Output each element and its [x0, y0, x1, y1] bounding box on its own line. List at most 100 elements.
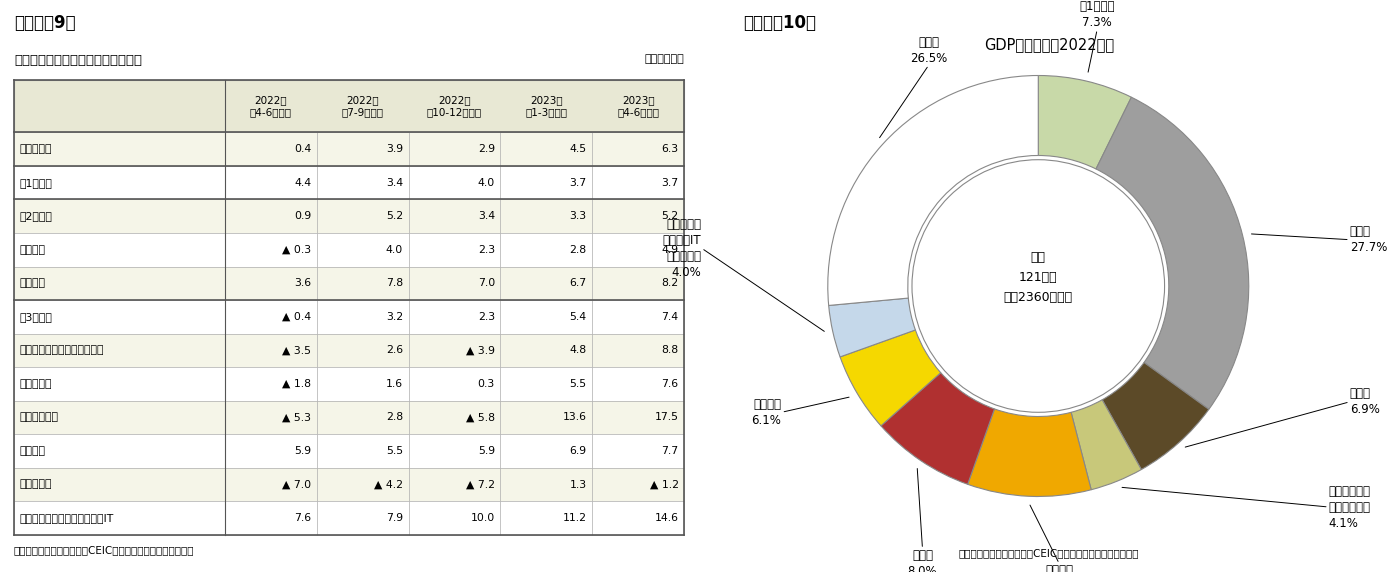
Wedge shape: [1096, 97, 1249, 410]
FancyBboxPatch shape: [408, 400, 500, 434]
Text: 製造業
27.7%: 製造業 27.7%: [1350, 225, 1388, 254]
FancyBboxPatch shape: [500, 367, 592, 400]
FancyBboxPatch shape: [500, 333, 592, 367]
Text: 4.4: 4.4: [294, 178, 311, 188]
Text: 5.9: 5.9: [294, 446, 311, 456]
Text: 7.9: 7.9: [386, 513, 403, 523]
FancyBboxPatch shape: [408, 166, 500, 200]
Wedge shape: [1071, 400, 1142, 490]
Text: 1.6: 1.6: [386, 379, 403, 389]
FancyBboxPatch shape: [317, 233, 408, 267]
FancyBboxPatch shape: [408, 132, 500, 166]
FancyBboxPatch shape: [317, 300, 408, 333]
FancyBboxPatch shape: [592, 267, 683, 300]
Text: （図表－9）: （図表－9）: [14, 14, 75, 32]
FancyBboxPatch shape: [500, 233, 592, 267]
FancyBboxPatch shape: [14, 501, 225, 535]
Text: ▲ 3.9: ▲ 3.9: [465, 345, 494, 355]
FancyBboxPatch shape: [317, 434, 408, 468]
Text: ▲ 7.2: ▲ 7.2: [465, 479, 494, 490]
Text: 2022年
（4-6月期）: 2022年 （4-6月期）: [250, 95, 292, 117]
Text: 第3次産業: 第3次産業: [19, 312, 53, 322]
FancyBboxPatch shape: [592, 233, 683, 267]
Text: 情報通信・ソフトウェア・IT: 情報通信・ソフトウェア・IT: [19, 513, 114, 523]
FancyBboxPatch shape: [317, 166, 408, 200]
Wedge shape: [881, 373, 995, 484]
Text: 0.9: 0.9: [294, 211, 311, 221]
Wedge shape: [828, 76, 1039, 305]
Text: 0.3: 0.3: [478, 379, 494, 389]
FancyBboxPatch shape: [225, 300, 317, 333]
Text: 5.5: 5.5: [569, 379, 586, 389]
FancyBboxPatch shape: [317, 333, 408, 367]
FancyBboxPatch shape: [592, 367, 683, 400]
FancyBboxPatch shape: [317, 501, 408, 535]
FancyBboxPatch shape: [225, 200, 317, 233]
Text: 3.7: 3.7: [569, 178, 586, 188]
Text: 4.0: 4.0: [478, 178, 494, 188]
FancyBboxPatch shape: [500, 501, 592, 535]
FancyBboxPatch shape: [500, 267, 592, 300]
Text: 13.6: 13.6: [563, 412, 586, 423]
Text: 7.0: 7.0: [478, 279, 494, 288]
Text: 建築業: 建築業: [19, 279, 46, 288]
FancyBboxPatch shape: [14, 132, 225, 166]
FancyBboxPatch shape: [592, 400, 683, 434]
Text: 交通・運輸・倉庫・郵便業: 交通・運輸・倉庫・郵便業: [19, 345, 104, 355]
FancyBboxPatch shape: [14, 300, 225, 333]
Text: 交通・運輸・
倉庫・郵便業
4.1%: 交通・運輸・ 倉庫・郵便業 4.1%: [1329, 484, 1371, 530]
FancyBboxPatch shape: [225, 166, 317, 200]
FancyBboxPatch shape: [14, 367, 225, 400]
FancyBboxPatch shape: [592, 501, 683, 535]
Text: 2022年
（10-12月期）: 2022年 （10-12月期）: [426, 95, 482, 117]
Text: 金融業
8.0%: 金融業 8.0%: [907, 549, 938, 572]
FancyBboxPatch shape: [317, 400, 408, 434]
Text: 第1次産業
7.3%: 第1次産業 7.3%: [1079, 0, 1115, 29]
FancyBboxPatch shape: [592, 468, 683, 501]
FancyBboxPatch shape: [408, 367, 500, 400]
FancyBboxPatch shape: [225, 333, 317, 367]
Text: 7.6: 7.6: [661, 379, 678, 389]
Text: GDP産業構成（2022年）: GDP産業構成（2022年）: [983, 37, 1114, 52]
Text: 不動産業
6.1%: 不動産業 6.1%: [751, 398, 782, 427]
Text: ▲ 7.0: ▲ 7.0: [282, 479, 311, 490]
Text: 17.5: 17.5: [654, 412, 678, 423]
FancyBboxPatch shape: [500, 132, 592, 166]
FancyBboxPatch shape: [317, 267, 408, 300]
Text: 5.2: 5.2: [386, 211, 403, 221]
FancyBboxPatch shape: [500, 468, 592, 501]
Text: ▲ 5.8: ▲ 5.8: [465, 412, 494, 423]
Text: ▲ 1.2: ▲ 1.2: [650, 479, 678, 490]
Text: 6.9: 6.9: [569, 446, 586, 456]
Text: 建築業
6.9%: 建築業 6.9%: [1350, 387, 1379, 416]
Text: 宿泊飲食業: 宿泊飲食業: [19, 412, 58, 423]
FancyBboxPatch shape: [500, 300, 592, 333]
Text: 2.3: 2.3: [478, 312, 494, 322]
Text: 卸小売業: 卸小売業: [19, 379, 51, 389]
Text: （資料）中国国家統計局、CEICよりニッセイ基礎研究所作成: （資料）中国国家統計局、CEICよりニッセイ基礎研究所作成: [14, 545, 194, 555]
Text: 第1次産業: 第1次産業: [19, 178, 53, 188]
Text: 3.9: 3.9: [386, 144, 403, 154]
FancyBboxPatch shape: [14, 468, 225, 501]
Text: 3.6: 3.6: [294, 279, 311, 288]
FancyBboxPatch shape: [225, 434, 317, 468]
Text: 第2次産業: 第2次産業: [19, 211, 53, 221]
FancyBboxPatch shape: [317, 200, 408, 233]
Text: 7.7: 7.7: [661, 446, 678, 456]
FancyBboxPatch shape: [14, 233, 225, 267]
Text: 3.7: 3.7: [661, 178, 678, 188]
Text: （図表－10）: （図表－10）: [743, 14, 817, 32]
Text: ▲ 0.4: ▲ 0.4: [282, 312, 311, 322]
FancyBboxPatch shape: [592, 132, 683, 166]
FancyBboxPatch shape: [225, 400, 317, 434]
Text: ▲ 3.5: ▲ 3.5: [282, 345, 311, 355]
Circle shape: [913, 160, 1164, 412]
FancyBboxPatch shape: [592, 300, 683, 333]
Text: ▲ 4.2: ▲ 4.2: [374, 479, 403, 490]
FancyBboxPatch shape: [500, 400, 592, 434]
FancyBboxPatch shape: [225, 501, 317, 535]
Text: ▲ 5.3: ▲ 5.3: [282, 412, 311, 423]
FancyBboxPatch shape: [592, 333, 683, 367]
Text: 14.6: 14.6: [654, 513, 678, 523]
Text: 2.6: 2.6: [386, 345, 403, 355]
